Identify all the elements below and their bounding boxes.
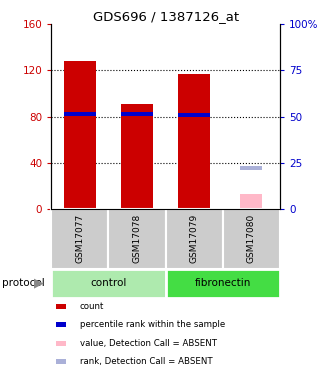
Text: GSM17078: GSM17078 xyxy=(132,214,141,264)
Bar xyxy=(51,269,166,297)
Bar xyxy=(121,112,153,116)
Bar xyxy=(166,209,223,269)
Text: GSM17080: GSM17080 xyxy=(247,214,256,264)
Text: count: count xyxy=(80,302,104,311)
Text: ▶: ▶ xyxy=(34,277,43,290)
Bar xyxy=(223,209,280,269)
Bar xyxy=(56,322,66,327)
Text: fibronectin: fibronectin xyxy=(195,278,251,288)
Text: GSM17077: GSM17077 xyxy=(75,214,84,264)
Bar xyxy=(166,269,280,297)
Text: percentile rank within the sample: percentile rank within the sample xyxy=(80,320,225,329)
Text: rank, Detection Call = ABSENT: rank, Detection Call = ABSENT xyxy=(80,357,212,366)
Bar xyxy=(179,74,210,209)
Bar xyxy=(56,304,66,309)
Bar xyxy=(56,359,66,364)
Text: value, Detection Call = ABSENT: value, Detection Call = ABSENT xyxy=(80,339,217,348)
Title: GDS696 / 1387126_at: GDS696 / 1387126_at xyxy=(92,10,239,23)
Bar xyxy=(108,209,166,269)
Text: control: control xyxy=(90,278,127,288)
Bar xyxy=(240,194,262,209)
Bar xyxy=(179,113,210,117)
Bar xyxy=(240,166,262,170)
Bar xyxy=(51,209,108,269)
Bar xyxy=(64,61,96,209)
Bar xyxy=(121,104,153,209)
Text: protocol: protocol xyxy=(2,278,44,288)
Bar xyxy=(56,340,66,346)
Bar xyxy=(64,112,96,116)
Text: GSM17079: GSM17079 xyxy=(190,214,199,264)
